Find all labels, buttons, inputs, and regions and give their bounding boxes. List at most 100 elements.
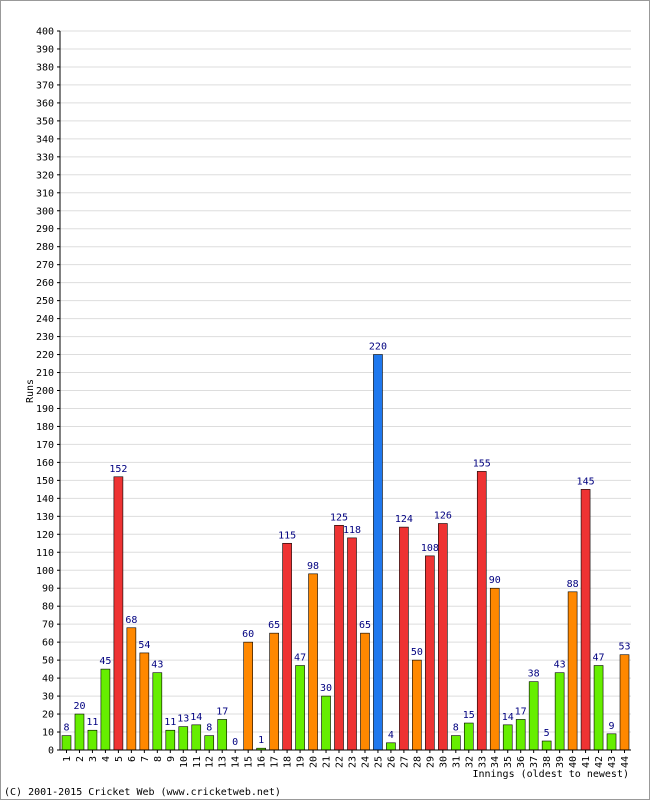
y-tick-label: 290: [36, 224, 54, 235]
bar: [476, 471, 487, 751]
data-label: 1: [258, 735, 264, 746]
x-tick-label: 25: [373, 756, 384, 768]
data-label: 30: [320, 683, 332, 694]
y-tick-label: 280: [36, 242, 54, 253]
x-tick-label: 16: [257, 756, 268, 768]
y-axis-title: Runs: [25, 379, 36, 403]
y-tick-label: 190: [36, 404, 54, 415]
bar: [321, 695, 331, 751]
bar: [463, 722, 474, 751]
x-tick-label: 34: [490, 756, 501, 768]
data-label: 45: [99, 656, 111, 667]
bar: [113, 476, 124, 751]
y-tick-label: 370: [36, 80, 54, 91]
x-tick-label: 8: [153, 756, 164, 762]
x-tick-label: 30: [438, 756, 449, 768]
data-label: 5: [544, 728, 550, 739]
y-tick-label: 230: [36, 332, 54, 343]
bar: [295, 665, 305, 751]
bar: [502, 724, 513, 751]
data-label: 38: [528, 669, 540, 680]
data-label: 17: [216, 706, 228, 717]
y-tick-label: 200: [36, 386, 54, 397]
data-label: 126: [434, 511, 452, 522]
data-label: 8: [206, 723, 212, 734]
data-label: 65: [359, 620, 371, 631]
x-tick-label: 40: [568, 756, 579, 768]
data-label: 47: [294, 653, 306, 664]
y-tick-label: 350: [36, 116, 54, 127]
bar: [126, 627, 137, 751]
x-tick-label: 14: [231, 756, 242, 768]
bar: [541, 740, 552, 751]
x-tick-label: 31: [451, 756, 462, 768]
y-tick-label: 160: [36, 458, 54, 469]
bar: [412, 659, 422, 751]
bar: [425, 555, 435, 751]
data-label: 108: [421, 543, 439, 554]
y-tick-label: 260: [36, 278, 54, 289]
y-tick-label: 40: [42, 674, 54, 685]
bar: [373, 354, 383, 751]
x-tick-label: 29: [425, 756, 436, 768]
y-tick-label: 310: [36, 188, 54, 199]
data-label: 88: [567, 579, 579, 590]
y-tick-label: 140: [36, 494, 54, 505]
x-tick-label: 6: [127, 756, 138, 762]
x-tick-label: 36: [516, 756, 527, 768]
x-tick-label: 27: [399, 756, 410, 768]
bar: [347, 537, 357, 751]
data-label: 118: [343, 525, 361, 536]
x-tick-label: 10: [179, 756, 190, 768]
x-axis-title: Innings (oldest to newest): [472, 769, 629, 780]
data-label: 125: [330, 512, 348, 523]
bars: [61, 354, 630, 751]
y-tick-label: 60: [42, 638, 54, 649]
y-tick-label: 70: [42, 620, 54, 631]
x-tick-label: 38: [542, 756, 553, 768]
x-tick-label: 3: [88, 756, 99, 762]
data-label: 155: [473, 458, 491, 469]
y-tick-label: 50: [42, 656, 54, 667]
bar: [489, 587, 500, 751]
data-label: 8: [63, 723, 69, 734]
bar: [100, 668, 111, 751]
y-tick-label: 210: [36, 368, 54, 379]
data-label: 11: [86, 717, 98, 728]
y-tick-label: 180: [36, 422, 54, 433]
bar: [619, 654, 630, 751]
y-tick-label: 30: [42, 692, 54, 703]
x-tick-label: 19: [296, 756, 307, 768]
data-label: 220: [369, 342, 387, 353]
bar: [165, 729, 176, 751]
y-tick-label: 250: [36, 296, 54, 307]
x-tick-label: 28: [412, 756, 423, 768]
data-label: 115: [278, 530, 296, 541]
y-tick-label: 220: [36, 350, 54, 361]
x-tick-label: 44: [620, 756, 631, 768]
y-tick-label: 130: [36, 512, 54, 523]
y-tick-label: 400: [36, 27, 54, 38]
y-tick-label: 170: [36, 440, 54, 451]
data-label: 47: [593, 653, 605, 664]
y-tick-label: 330: [36, 152, 54, 163]
bar: [178, 726, 189, 751]
data-label: 11: [164, 717, 176, 728]
x-tick-label: 42: [594, 756, 605, 768]
bar: [61, 735, 72, 751]
data-label: 17: [515, 706, 527, 717]
x-tick-label: 15: [244, 756, 255, 768]
x-tick-label: 35: [503, 756, 514, 768]
y-tick-label: 100: [36, 566, 54, 577]
data-label: 90: [489, 575, 501, 586]
data-label: 13: [177, 714, 189, 725]
bar: [399, 526, 409, 751]
bar: [334, 525, 344, 751]
y-tick-label: 150: [36, 476, 54, 487]
data-label: 0: [232, 737, 238, 748]
x-tick-label: 5: [114, 756, 125, 762]
data-label: 98: [307, 561, 319, 572]
x-tick-label: 23: [347, 756, 358, 768]
x-tick-label: 39: [555, 756, 566, 768]
bar: [528, 681, 539, 751]
